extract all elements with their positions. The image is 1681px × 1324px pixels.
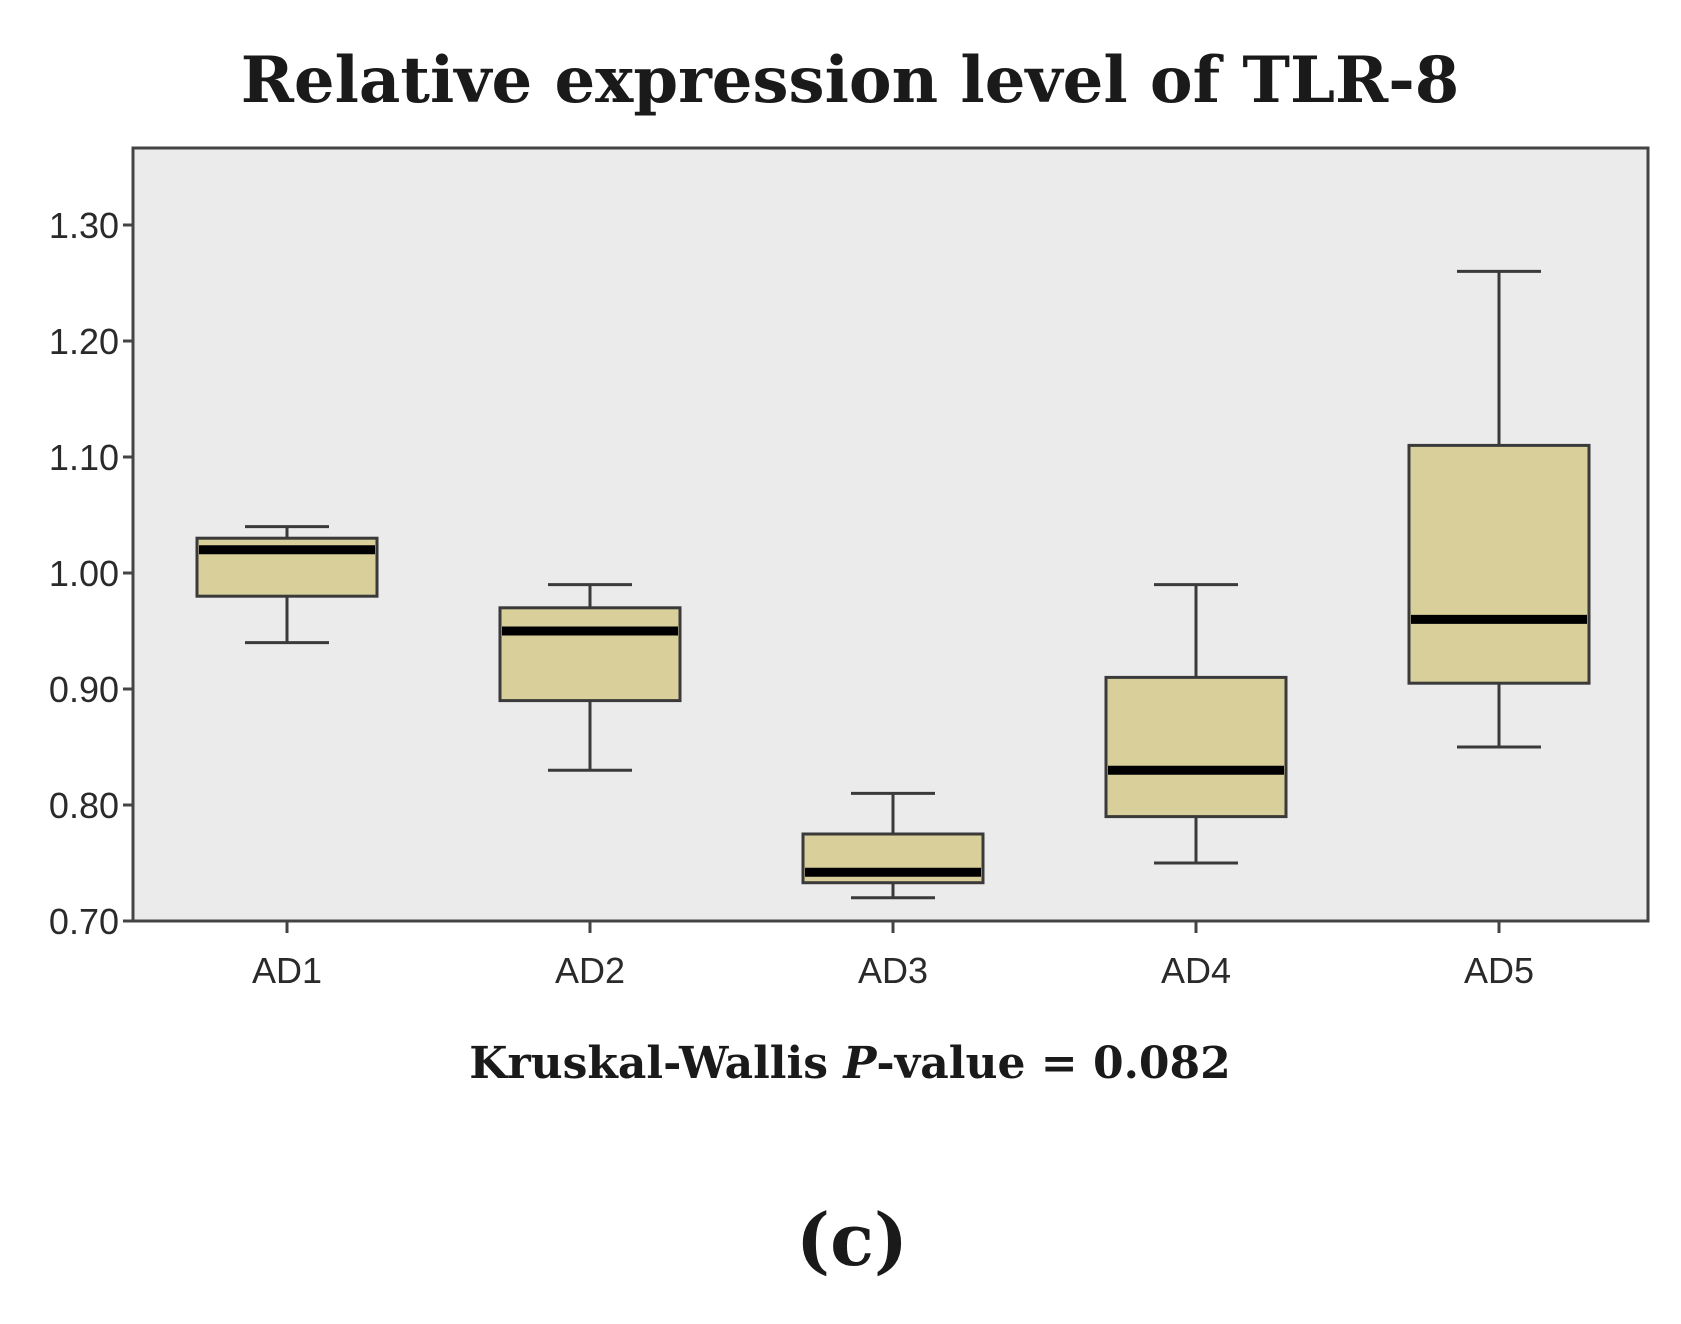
y-tick-label: 1.10 [49,437,119,478]
x-tick-label: AD3 [858,950,928,991]
annotation-prefix: Kruskal-Wallis [469,1038,843,1089]
y-tick-label: 0.70 [49,901,119,942]
y-tick-label: 1.30 [49,205,119,246]
chart-title: Relative expression level of TLR-8 [241,43,1460,118]
annotation-p-symbol: P [841,1038,878,1089]
box-ad5 [1407,269,1591,749]
box-ad2 [498,583,682,772]
y-axis: 0.70 0.80 0.90 1.00 1.10 1.20 1.30 [49,205,133,942]
box-ad3 [801,791,985,900]
annotation-suffix: -value = 0.082 [876,1038,1230,1089]
panel-label: (c) [796,1197,908,1282]
x-tick-label: AD2 [555,950,625,991]
x-tick-label: AD4 [1161,950,1231,991]
y-tick-label: 0.80 [49,785,119,826]
x-axis: AD1 AD2 AD3 AD4 AD5 [252,921,1534,991]
x-tick-label: AD5 [1464,950,1534,991]
y-tick-label: 1.20 [49,321,119,362]
kruskal-wallis-annotation: Kruskal-Wallis P-value = 0.082 [469,1038,1231,1089]
iqr-box [1407,443,1591,685]
iqr-box [498,606,682,703]
box-ad4 [1104,583,1288,865]
y-tick-label: 0.90 [49,669,119,710]
box-series [195,269,1591,900]
y-tick-label: 1.00 [49,553,119,594]
x-tick-label: AD1 [252,950,322,991]
box-ad1 [195,525,379,645]
iqr-box [1104,675,1288,819]
